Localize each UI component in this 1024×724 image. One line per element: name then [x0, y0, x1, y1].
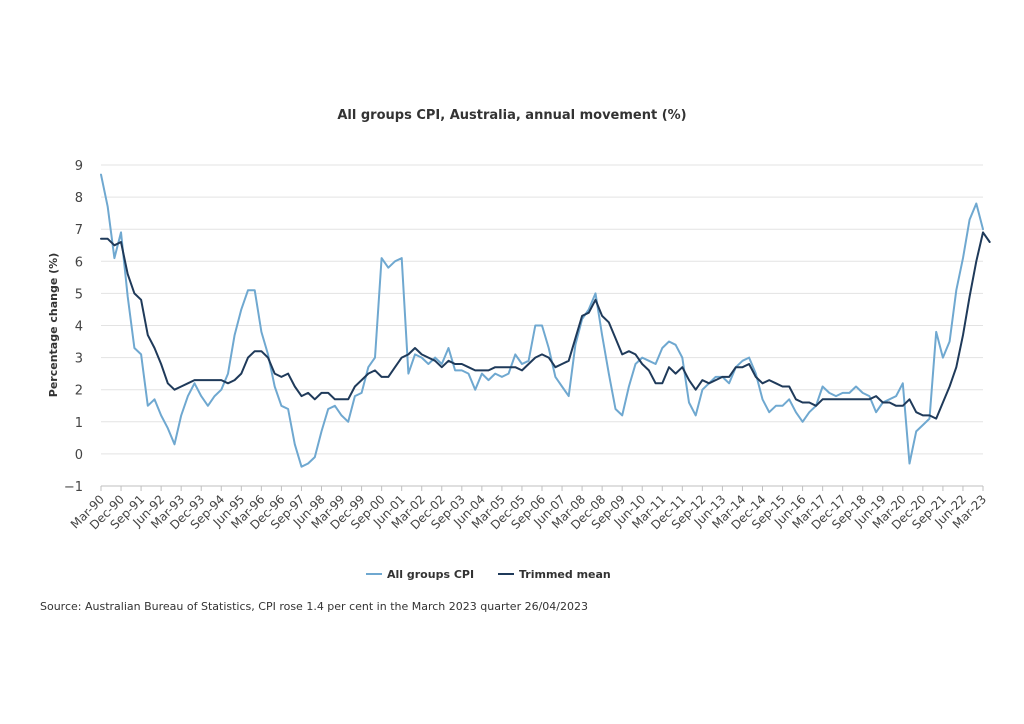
- x-axis-ticks: Mar-90Dec-90Sep-91Jun-92Mar-93Dec-93Sep-…: [68, 486, 989, 532]
- y-tick-label: 9: [75, 159, 83, 174]
- legend-label: All groups CPI: [387, 568, 474, 581]
- y-axis-label: Percentage change (%): [47, 253, 60, 397]
- y-tick-label: 5: [75, 287, 83, 302]
- legend-label: Trimmed mean: [519, 568, 611, 581]
- trimmed-mean-line: [100, 231, 991, 420]
- source-note: Source: Australian Bureau of Statistics,…: [40, 600, 588, 613]
- y-tick-label: 7: [75, 223, 83, 238]
- legend: All groups CPI Trimmed mean: [366, 568, 611, 581]
- y-tick-label: 1: [75, 416, 83, 431]
- y-tick-label: 0: [75, 448, 83, 463]
- y-tick-label: 8: [75, 191, 83, 206]
- y-tick-label: 6: [75, 255, 83, 270]
- series-lines: [100, 173, 991, 468]
- y-tick-label: 4: [75, 320, 83, 335]
- y-tick-label: 3: [75, 352, 83, 367]
- y-tick-label: −1: [64, 480, 83, 495]
- all-groups-cpi-line: [100, 173, 984, 468]
- y-tick-label: 2: [75, 384, 83, 399]
- y-axis-ticks: −1 0 1 2 3 4 5 6 7 8 9: [64, 159, 83, 495]
- chart-title: All groups CPI, Australia, annual moveme…: [337, 108, 686, 123]
